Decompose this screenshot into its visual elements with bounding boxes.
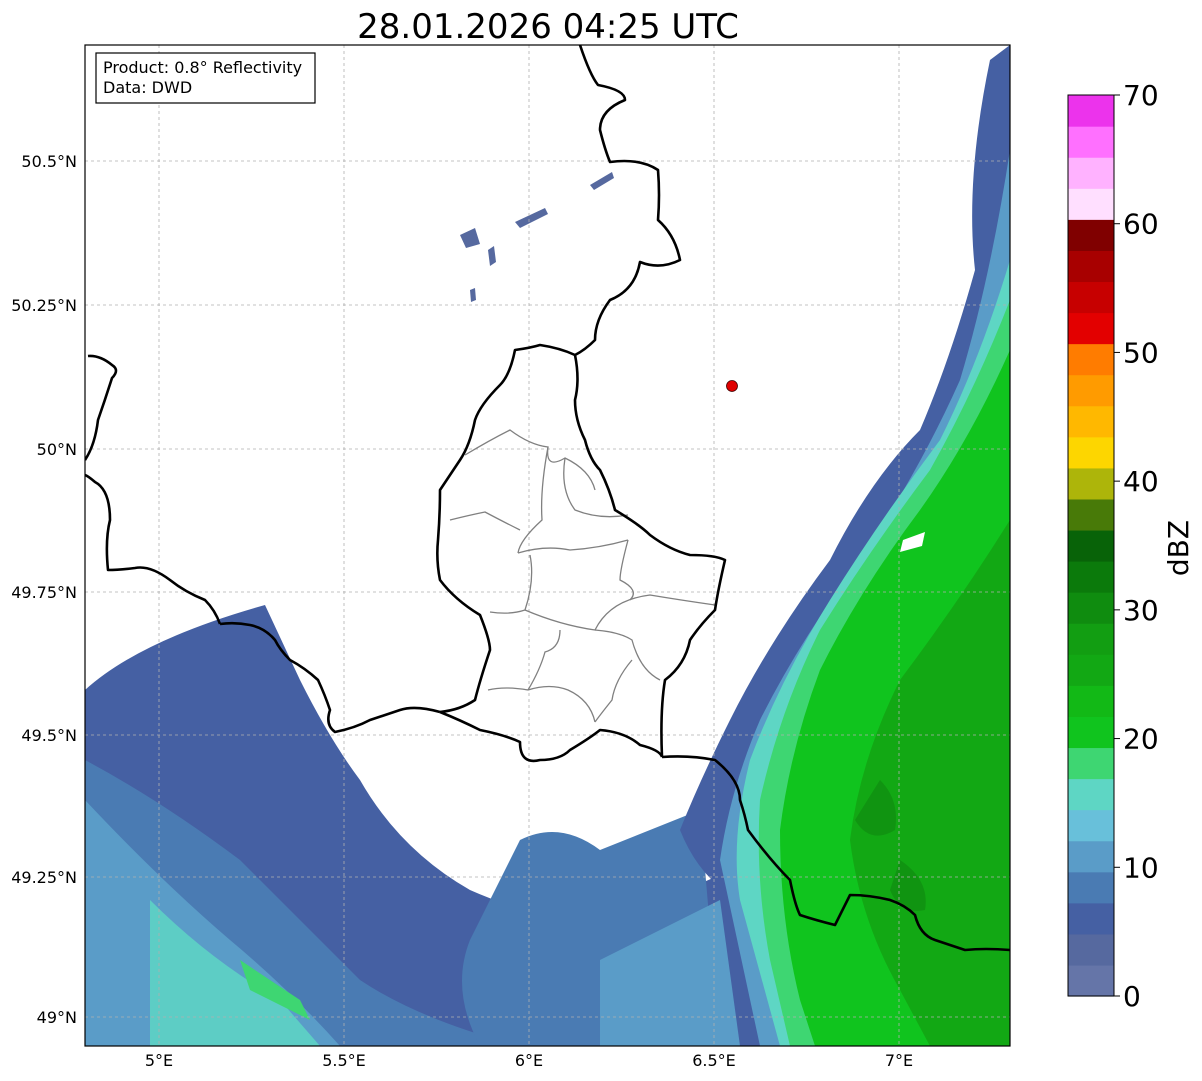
info-data-source: Data: DWD [103,78,192,97]
colorbar-segment [1068,716,1114,749]
colorbar-segments [1068,95,1114,997]
lat-tick-label: 50°N [37,440,77,459]
lat-tick-label: 49.5°N [21,726,77,745]
colorbar-segment [1068,157,1114,189]
lon-tick-label: 5.5°E [322,1051,366,1070]
colorbar-segment [1068,592,1114,624]
colorbar-segment [1068,809,1114,842]
lon-tick-labels: 5°E 5.5°E 6°E 6.5°E 7°E [145,1051,913,1070]
lon-tick-label: 6°E [515,1051,543,1070]
colorbar-segment [1068,467,1114,500]
colorbar-segment [1068,933,1114,966]
colorbar-segment [1068,529,1114,562]
colorbar-segment [1068,902,1114,935]
colorbar-label: dBZ [1162,520,1195,576]
colorbar-tick-label: 50 [1123,336,1159,369]
colorbar-segment [1068,188,1114,220]
map-title: 28.01.2026 04:25 UTC [357,7,739,47]
colorbar-tick-label: 40 [1123,465,1159,498]
colorbar-segment [1068,623,1114,655]
reflectivity-echoes [85,45,1010,1046]
lat-tick-label: 50.5°N [21,152,77,171]
colorbar-segment [1068,126,1114,158]
colorbar-tick-label: 20 [1123,723,1159,756]
lat-tick-label: 49°N [37,1008,77,1027]
colorbar-tick-label: 0 [1123,980,1141,1013]
info-product: Product: 0.8° Reflectivity [103,58,302,77]
map-frame [84,44,1011,1047]
gridlines [85,45,1010,1046]
lon-tick-label: 6.5°E [692,1051,736,1070]
colorbar-tick-label: 60 [1123,208,1159,241]
colorbar-segment [1068,95,1114,127]
national-borders [85,45,1010,952]
colorbar-segment [1068,840,1114,873]
colorbar-segment [1068,374,1114,407]
colorbar-tick-label: 10 [1123,851,1159,884]
colorbar-tick-label: 30 [1123,594,1159,627]
district-boundaries [449,429,716,723]
colorbar-segment [1068,778,1114,811]
colorbar-segment [1068,654,1114,686]
colorbar-frame [1067,94,1115,997]
colorbar-segment [1068,685,1114,717]
colorbar-segment [1068,964,1114,997]
colorbar-segment [1068,747,1114,780]
lat-tick-label: 49.75°N [11,583,77,602]
lat-tick-label: 50.25°N [11,296,77,315]
radar-site-marker [726,380,738,392]
colorbar-segment [1068,250,1114,283]
colorbar-segment [1068,436,1114,469]
colorbar-ticks: 0 10 20 30 40 50 60 70 [1114,79,1159,1013]
colorbar-segment [1068,871,1114,904]
lon-tick-label: 5°E [145,1051,173,1070]
colorbar-segment [1068,561,1114,593]
colorbar-segment [1068,498,1114,531]
info-box: Product: 0.8° Reflectivity Data: DWD [95,52,316,104]
colorbar-segment [1068,312,1114,345]
colorbar-tick-label: 70 [1123,79,1159,112]
lat-tick-labels: 50.5°N 50.25°N 50°N 49.75°N 49.5°N 49.25… [11,152,77,1027]
colorbar-segment [1068,219,1114,251]
lat-tick-label: 49.25°N [11,868,77,887]
colorbar-segment [1068,343,1114,376]
colorbar: 0 10 20 30 40 50 60 70 dBZ [1067,79,1195,1013]
colorbar-segment [1068,405,1114,438]
colorbar-segment [1068,281,1114,314]
lon-tick-label: 7°E [885,1051,913,1070]
